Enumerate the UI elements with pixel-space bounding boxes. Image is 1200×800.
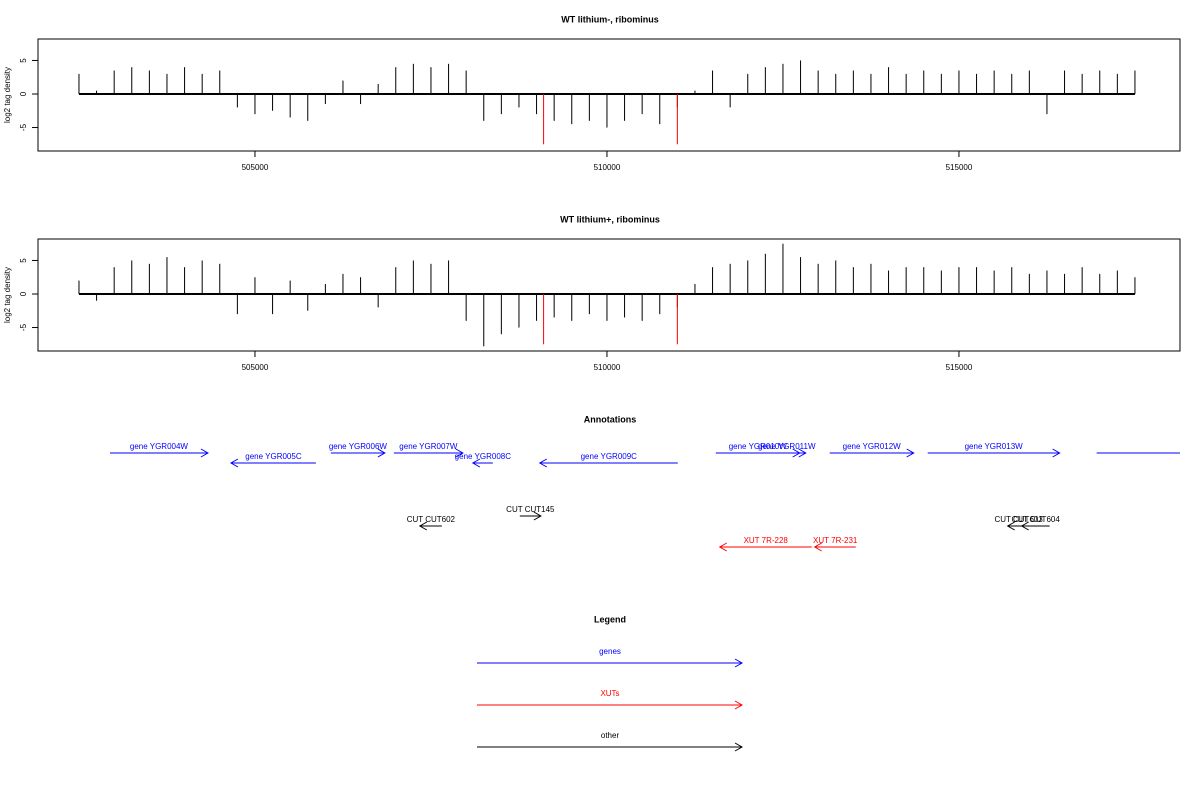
y-tick-label: 0: [19, 291, 28, 296]
legend-arrow-head: [734, 742, 744, 752]
feature-label: gene YGR012W: [843, 442, 902, 451]
feature-label: CUT CUT604: [1011, 515, 1060, 524]
x-tick-label: 510000: [594, 363, 621, 372]
legend-label: XUTs: [600, 689, 619, 698]
y-tick-label: 5: [19, 258, 28, 263]
feature-label: XUT 7R-228: [744, 536, 789, 545]
feature-arrow-head: [538, 458, 548, 468]
feature-arrow-head: [813, 542, 822, 552]
y-axis-label: log2 tag density: [3, 67, 12, 123]
feature-label: gene YGR004W: [130, 442, 189, 451]
x-tick-label: 505000: [242, 363, 269, 372]
feature-arrow-head: [418, 521, 428, 531]
legend-label: genes: [599, 647, 621, 656]
y-tick-label: 0: [19, 91, 28, 96]
feature-label: gene YGR005C: [245, 452, 302, 461]
feature-arrow-head: [377, 448, 386, 458]
legend-arrow-head: [734, 658, 744, 668]
feature-label: gene YGR008C: [455, 452, 512, 461]
legend-label: other: [601, 731, 620, 740]
feature-label: gene YGR010W: [729, 442, 788, 451]
x-tick-label: 510000: [594, 163, 621, 172]
feature-label: CUT CUT145: [506, 505, 555, 514]
feature-label: CUT CUT602: [407, 515, 456, 524]
feature-arrow-head: [471, 458, 481, 468]
feature-arrow-head: [533, 511, 542, 521]
x-tick-label: 505000: [242, 163, 269, 172]
x-tick-label: 515000: [946, 363, 973, 372]
feature-arrow-head: [1006, 521, 1015, 531]
feature-label: CUT CUT603: [994, 515, 1043, 524]
feature-arrow-head: [798, 448, 807, 458]
plot-frame: [37, 238, 1181, 352]
feature-arrow-head: [200, 448, 209, 458]
legend-title: Legend: [594, 614, 626, 624]
y-tick-label: -5: [19, 323, 28, 331]
feature-arrow-head: [906, 448, 915, 458]
feature-label: XUT 7R-231: [813, 536, 858, 545]
feature-label: gene YGR007W: [399, 442, 458, 451]
legend-arrow-head: [734, 700, 744, 710]
feature-label: gene YGR009C: [581, 452, 638, 461]
chart-title: WT lithium+, ribominus: [560, 214, 660, 224]
feature-label: gene YGR013W: [965, 442, 1024, 451]
plot-frame: [37, 38, 1181, 152]
feature-arrow-head: [718, 542, 727, 552]
feature-label: gene YGR006W: [329, 442, 388, 451]
x-tick-label: 515000: [946, 163, 973, 172]
y-tick-label: -5: [19, 123, 28, 131]
feature-label: gene YGR011W: [758, 442, 816, 451]
feature-arrow-head: [1020, 521, 1029, 531]
feature-arrow-head: [229, 458, 239, 468]
y-axis-label: log2 tag density: [3, 267, 12, 323]
feature-arrow-head: [455, 448, 464, 458]
chart-title: WT lithium-, ribominus: [561, 14, 659, 24]
annotations-title: Annotations: [584, 414, 637, 424]
feature-arrow-head: [1052, 448, 1061, 458]
y-tick-label: 5: [19, 58, 28, 63]
